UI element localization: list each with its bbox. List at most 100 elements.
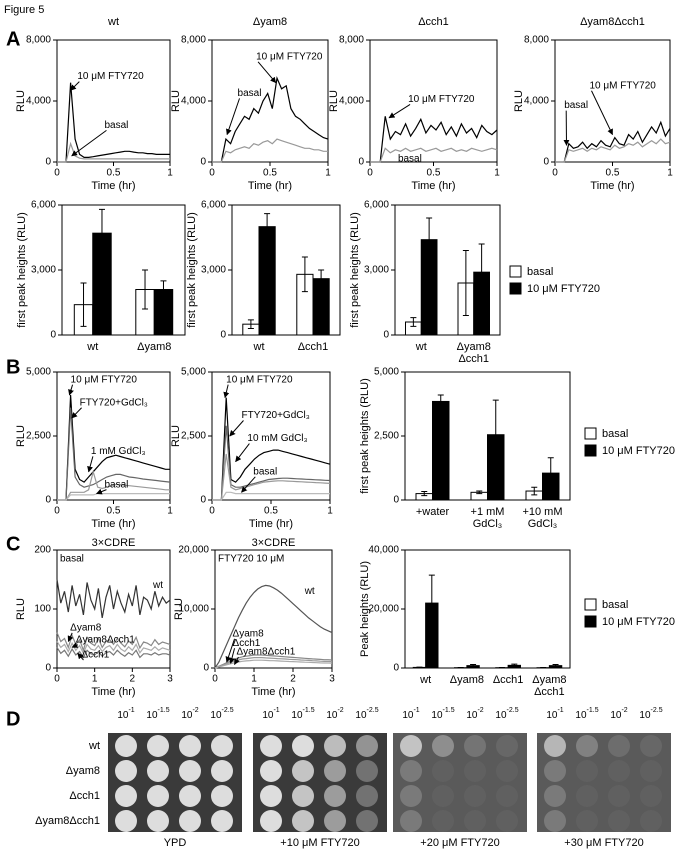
spot <box>356 785 378 807</box>
y-tick-label: 4,000 <box>339 96 364 107</box>
dilution-label: 10-1.5 <box>575 707 598 721</box>
dilution-exponent: -2 <box>477 707 483 714</box>
error-bar <box>318 269 325 288</box>
series-label: Δyam8 <box>70 623 102 634</box>
line-series <box>555 120 671 163</box>
y-tick-label: 0 <box>393 495 399 506</box>
error-bar <box>552 663 559 668</box>
spot <box>324 760 346 782</box>
x-tick-label: 0.5 <box>107 168 121 179</box>
x-axis-label: Time (hr) <box>411 180 455 192</box>
y-tick-label: 0 <box>358 157 364 168</box>
line-series <box>370 147 498 163</box>
dilution-base: 10 <box>546 710 558 721</box>
series-label: Δyam8Δcch1 <box>236 647 295 658</box>
error-bar <box>492 399 499 470</box>
x-axis-label: Time (hr) <box>91 686 135 698</box>
line-series <box>57 82 170 163</box>
error-bar <box>421 491 428 497</box>
dilution-exponent: -1.5 <box>158 707 170 714</box>
dilution-exponent: -2.5 <box>367 707 379 714</box>
x-tick-label: 1 <box>167 506 173 517</box>
x-tick-label: Δyam8 <box>450 674 484 686</box>
series-label: Δcch1 <box>233 638 261 649</box>
arrow <box>235 443 250 463</box>
spot <box>640 760 662 782</box>
dilution-label: 10-2 <box>610 707 627 721</box>
x-tick-label: wt <box>86 341 98 353</box>
y-axis-label: RLU <box>173 598 185 620</box>
x-tick-label: 0 <box>212 674 218 685</box>
y-tick-label: 4,000 <box>524 96 549 107</box>
line-series <box>214 584 333 669</box>
series-label: 10 μM FTY720 <box>77 71 144 82</box>
error-bar <box>428 574 435 632</box>
strain-label: Δyam8Δcch1 <box>35 815 100 827</box>
legend-swatch <box>584 598 597 611</box>
y-axis-label: first peak heights (RLU) <box>349 212 361 328</box>
x-tick-label: 0.5 <box>264 506 278 517</box>
dilution-exponent: -1 <box>128 707 134 714</box>
y-tick-label: 8,000 <box>339 35 364 46</box>
x-tick-label: +1 mM GdCl₃ <box>471 506 505 530</box>
y-axis-label: RLU <box>170 90 182 112</box>
dilution-base: 10 <box>466 710 478 721</box>
x-tick-label: 2 <box>130 674 136 685</box>
error-bar <box>511 663 518 668</box>
x-axis-label: Time (hr) <box>91 518 135 530</box>
spot <box>115 760 137 782</box>
line-series <box>212 138 328 163</box>
y-tick-label: 3,000 <box>201 265 226 276</box>
strain-label: Δcch1 <box>69 790 100 802</box>
x-axis-label: Time (hr) <box>249 518 293 530</box>
y-tick-label: 20,000 <box>368 604 399 615</box>
annotation: FTY720 10 μM <box>218 554 284 565</box>
error-bar <box>264 213 271 241</box>
y-axis-label: RLU <box>328 90 340 112</box>
arrow <box>388 104 411 119</box>
y-tick-label: 100 <box>34 604 51 615</box>
dilution-label: 10-2 <box>466 707 483 721</box>
line-series <box>212 397 331 501</box>
spot <box>115 785 137 807</box>
arrow <box>225 638 236 663</box>
error-bar <box>531 486 538 496</box>
spot <box>324 810 346 832</box>
legend-swatch <box>509 282 522 295</box>
arrow <box>591 90 613 136</box>
x-axis-label: Time (hr) <box>248 180 292 192</box>
dilution-exponent: -1.5 <box>587 707 599 714</box>
spot <box>496 760 518 782</box>
spot <box>496 735 518 757</box>
spot <box>356 810 378 832</box>
x-tick-label: 1 <box>167 168 173 179</box>
panel-letter: C <box>6 533 20 555</box>
dilution-base: 10 <box>326 710 338 721</box>
spot <box>211 735 233 757</box>
dilution-exponent: -2.5 <box>651 707 663 714</box>
spot <box>147 760 169 782</box>
line-series <box>370 116 498 163</box>
error-bar <box>426 217 433 262</box>
dilution-base: 10 <box>639 710 651 721</box>
spot <box>464 810 486 832</box>
dilution-label: 10-1.5 <box>291 707 314 721</box>
spot <box>179 760 201 782</box>
error-bar <box>416 666 423 669</box>
spot <box>324 785 346 807</box>
dilution-exponent: -2 <box>621 707 627 714</box>
arrow <box>234 656 240 665</box>
spot <box>608 760 630 782</box>
dilution-label: 10-1 <box>546 707 563 721</box>
error-bar <box>247 319 254 329</box>
spot <box>640 785 662 807</box>
spot <box>432 760 454 782</box>
y-axis-label: RLU <box>15 425 27 447</box>
spot <box>356 760 378 782</box>
line-series <box>57 394 170 501</box>
series-label: basal <box>398 154 422 165</box>
x-tick-label: +water <box>416 506 450 518</box>
y-axis-label: RLU <box>513 90 525 112</box>
spot <box>576 760 598 782</box>
dilution-label: 10-1 <box>262 707 279 721</box>
